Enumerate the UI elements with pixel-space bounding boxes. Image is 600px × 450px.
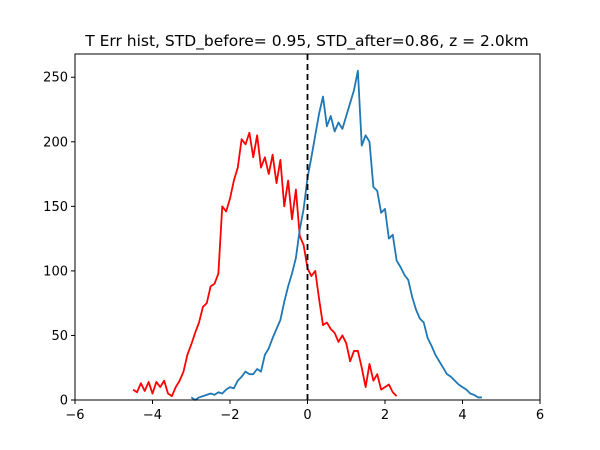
y-tick-label: 150 bbox=[43, 200, 68, 215]
y-tick-label: 50 bbox=[51, 329, 68, 344]
x-tick-label: 6 bbox=[536, 408, 544, 423]
x-tick-label: −6 bbox=[65, 408, 84, 423]
x-tick-label: 2 bbox=[381, 408, 389, 423]
plot-area bbox=[132, 54, 482, 401]
x-tick-label: 0 bbox=[303, 408, 311, 423]
y-tick-label: 200 bbox=[43, 135, 68, 150]
series-line-1 bbox=[132, 131, 398, 398]
series-line-2 bbox=[190, 69, 482, 401]
chart-title: T Err hist, STD_before= 0.95, STD_after=… bbox=[84, 32, 529, 51]
x-tick-label: −2 bbox=[220, 408, 239, 423]
x-tick-label: 4 bbox=[458, 408, 466, 423]
y-tick-label: 100 bbox=[43, 264, 68, 279]
axes: −6 −4 −2 0 2 4 6 0 50 100 150 200 250 bbox=[43, 71, 544, 423]
y-tick-label: 0 bbox=[60, 394, 68, 409]
y-tick-label: 250 bbox=[43, 71, 68, 86]
x-tick-label: −4 bbox=[143, 408, 162, 423]
